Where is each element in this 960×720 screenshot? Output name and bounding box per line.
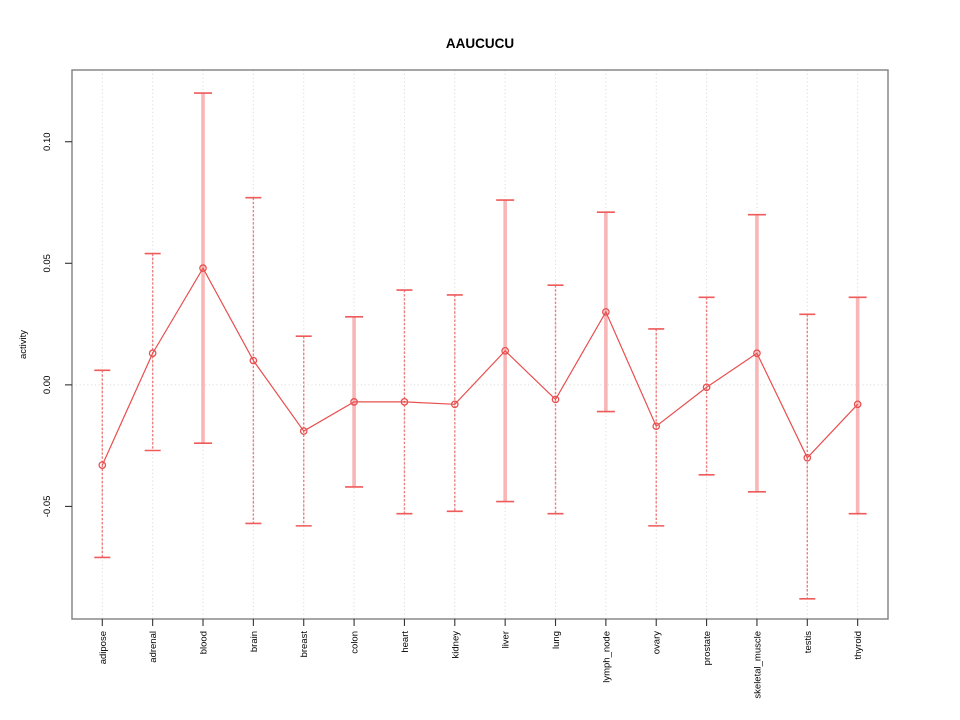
- data-point: [501, 346, 510, 355]
- data-point: [602, 308, 610, 316]
- x-tick-label: lymph_node: [601, 631, 612, 683]
- x-tick-label: skeletal_muscle: [752, 631, 763, 699]
- data-point: [753, 349, 761, 358]
- data-point: [450, 400, 459, 409]
- data-point: [853, 400, 862, 409]
- x-tick-label: prostate: [702, 631, 713, 665]
- data-point: [199, 264, 207, 273]
- data-point: [400, 398, 409, 406]
- data-point: [299, 427, 308, 435]
- x-tick-label: heart: [400, 631, 411, 653]
- plot-marks: -0.05 0.00 0.05 0.10 adipose adrenal blood brai…: [42, 69, 889, 699]
- x-tick-label: blood: [199, 631, 210, 654]
- x-tick-label: testis: [803, 631, 814, 653]
- x-tick-label: adrenal: [148, 631, 159, 663]
- y-tick-label: 0.05: [42, 254, 53, 273]
- y-tick-label: 0.00: [42, 376, 53, 395]
- y-tick-label: 0.10: [42, 132, 53, 151]
- data-point: [652, 422, 661, 431]
- x-tick-label: lung: [551, 631, 562, 649]
- data-point: [98, 461, 107, 469]
- series-line: [101, 266, 859, 466]
- x-tick-label: brain: [249, 631, 260, 652]
- data-point: [249, 356, 258, 365]
- x-tick-label: liver: [501, 631, 512, 648]
- y-tick-label: -0.05: [42, 496, 53, 518]
- x-tick-label: breast: [299, 631, 310, 658]
- data-point: [551, 395, 560, 404]
- x-tick-label: ovary: [652, 631, 663, 654]
- data-point: [803, 453, 812, 462]
- plot-border: [71, 69, 889, 620]
- x-tick-label: colon: [350, 631, 361, 654]
- chart-title: AAUCUCU: [446, 36, 514, 51]
- data-point: [702, 383, 711, 392]
- data-point: [350, 398, 358, 406]
- x-tick-label: adipose: [98, 631, 109, 664]
- x-tick-label: kidney: [450, 631, 461, 659]
- y-axis-title: activity: [18, 330, 29, 359]
- data-point: [148, 349, 157, 358]
- x-tick-label: thyroid: [853, 631, 864, 660]
